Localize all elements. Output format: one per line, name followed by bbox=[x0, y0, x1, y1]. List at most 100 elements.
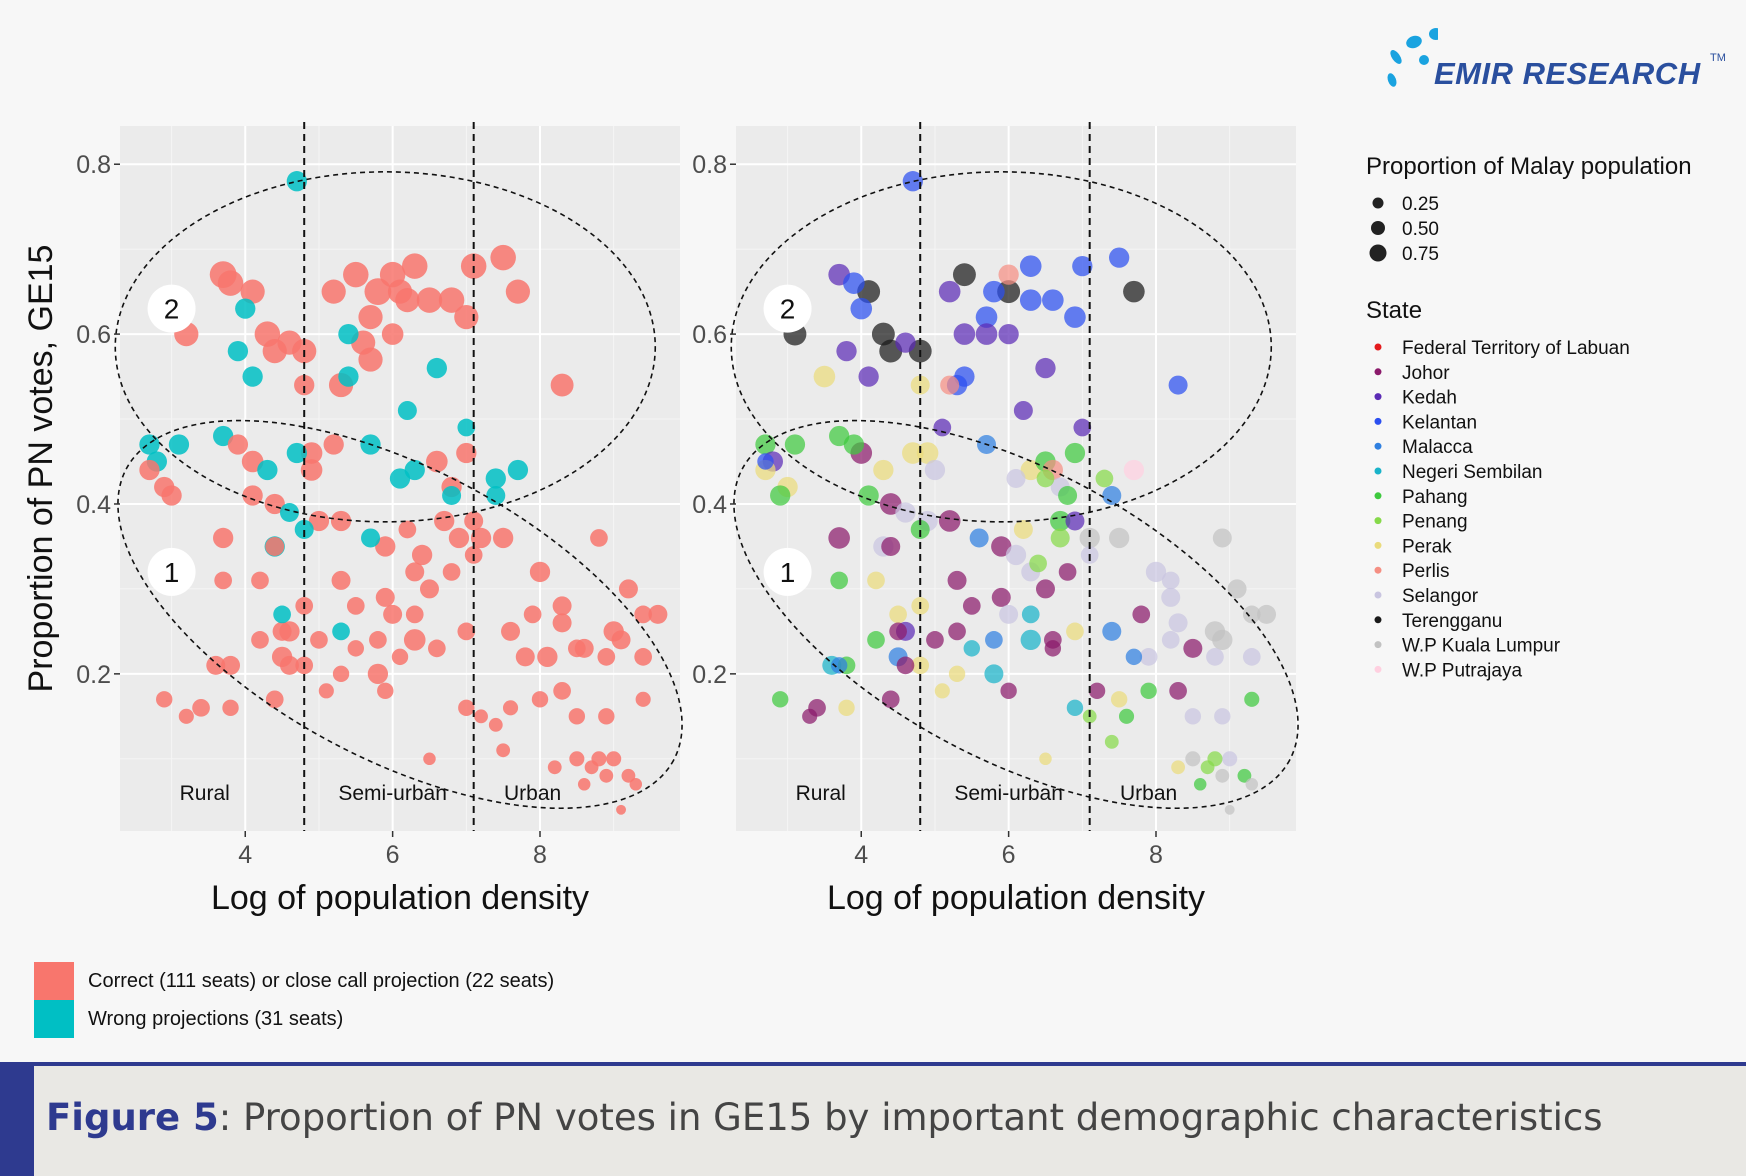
figure-caption-text: : Proportion of PN votes in GE15 by impo… bbox=[218, 1096, 1603, 1139]
data-point bbox=[395, 288, 420, 313]
data-point bbox=[448, 527, 470, 549]
data-point bbox=[606, 751, 622, 767]
size-legend-dot bbox=[1372, 197, 1384, 209]
data-point bbox=[1042, 289, 1064, 311]
data-point bbox=[1132, 605, 1151, 624]
data-point bbox=[257, 459, 278, 481]
data-point bbox=[321, 279, 346, 304]
data-point bbox=[346, 597, 365, 615]
data-point bbox=[206, 655, 226, 675]
data-point bbox=[873, 459, 894, 481]
data-point bbox=[501, 621, 521, 641]
data-point bbox=[427, 639, 446, 658]
x-tick-label: 6 bbox=[386, 841, 400, 869]
data-point bbox=[829, 425, 850, 447]
data-point bbox=[375, 536, 396, 557]
data-point bbox=[648, 604, 668, 624]
data-point bbox=[999, 604, 1019, 624]
data-point bbox=[1161, 631, 1180, 649]
data-point bbox=[1044, 640, 1062, 657]
data-point bbox=[635, 691, 651, 707]
outcome-legend: Correct (111 seats) or close call projec… bbox=[34, 962, 554, 1038]
data-point bbox=[310, 631, 328, 649]
data-point bbox=[1079, 527, 1100, 549]
state-legend-dot bbox=[1374, 368, 1382, 376]
data-point bbox=[1123, 280, 1145, 303]
data-point bbox=[505, 279, 530, 304]
data-point bbox=[1095, 469, 1114, 488]
data-point bbox=[1035, 357, 1056, 379]
data-point bbox=[1242, 605, 1261, 624]
data-point bbox=[896, 656, 915, 675]
data-point bbox=[1245, 778, 1259, 791]
region-label: Rural bbox=[180, 782, 230, 805]
data-point bbox=[496, 743, 511, 758]
data-point bbox=[940, 375, 960, 395]
data-point bbox=[273, 605, 291, 624]
data-point bbox=[343, 261, 369, 288]
data-point bbox=[251, 571, 269, 590]
data-point bbox=[1013, 519, 1033, 539]
data-point bbox=[1214, 708, 1231, 725]
data-point bbox=[1139, 648, 1158, 666]
data-point bbox=[552, 596, 572, 616]
data-point bbox=[952, 263, 976, 287]
data-point bbox=[168, 434, 190, 455]
data-point bbox=[434, 510, 455, 532]
data-point bbox=[490, 244, 516, 271]
data-point bbox=[377, 682, 394, 700]
data-point bbox=[294, 374, 315, 396]
data-point bbox=[156, 691, 173, 708]
data-point bbox=[457, 418, 476, 437]
data-point bbox=[1088, 682, 1106, 700]
data-point bbox=[1183, 638, 1203, 658]
data-point bbox=[969, 528, 989, 548]
data-point bbox=[323, 434, 344, 455]
data-point bbox=[755, 434, 776, 455]
data-point bbox=[227, 340, 249, 362]
emir-research-logo: EMIR RESEARCH TM bbox=[1378, 22, 1726, 92]
data-point bbox=[332, 665, 350, 683]
data-point bbox=[553, 681, 571, 700]
data-point bbox=[272, 621, 292, 641]
data-point bbox=[1050, 510, 1071, 532]
data-point bbox=[948, 665, 966, 683]
y-tick-label: 0.6 bbox=[76, 321, 111, 349]
data-point bbox=[597, 648, 616, 666]
data-point bbox=[523, 605, 542, 624]
data-point bbox=[457, 622, 476, 641]
data-point bbox=[1212, 629, 1233, 651]
data-point bbox=[442, 563, 461, 581]
data-point bbox=[858, 485, 879, 506]
data-point bbox=[222, 699, 239, 717]
data-point bbox=[916, 442, 939, 464]
data-point bbox=[1019, 289, 1042, 311]
size-legend-title: Proportion of Malay population bbox=[1366, 153, 1692, 180]
y-axis-title: Proportion of PN votes, GE15 bbox=[22, 245, 60, 693]
state-legend-label: Perak bbox=[1402, 536, 1452, 557]
state-legend-title: State bbox=[1366, 297, 1422, 324]
state-legend-dot bbox=[1374, 393, 1382, 401]
data-point bbox=[139, 459, 160, 481]
data-point bbox=[265, 536, 285, 556]
data-point bbox=[235, 298, 256, 319]
data-point bbox=[938, 510, 961, 532]
charts-canvas: 2 1 Rural Semi-urban Urban 4 6 8 0.2 0.4 0.6 0.8 Log… bbox=[22, 122, 1692, 917]
cluster-label: 2 bbox=[780, 294, 796, 325]
data-point bbox=[889, 605, 907, 624]
state-legend-label: Pahang bbox=[1402, 487, 1468, 508]
cluster-label-badge bbox=[763, 284, 812, 333]
data-point bbox=[1118, 708, 1135, 724]
data-point bbox=[227, 434, 249, 455]
data-point bbox=[331, 570, 351, 590]
data-point bbox=[1140, 682, 1157, 700]
state-legend-dot bbox=[1374, 665, 1382, 673]
state-legend-dot bbox=[1374, 417, 1382, 425]
data-point bbox=[361, 528, 381, 548]
data-point bbox=[550, 373, 574, 397]
data-point bbox=[547, 760, 562, 775]
state-legend-dot bbox=[1374, 343, 1382, 351]
data-point bbox=[1036, 469, 1055, 488]
data-point bbox=[836, 340, 857, 362]
cluster-2-outline bbox=[114, 171, 657, 523]
